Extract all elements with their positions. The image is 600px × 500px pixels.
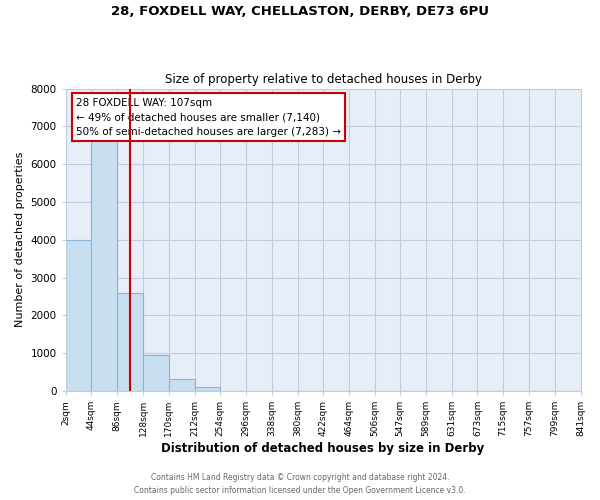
Text: Contains HM Land Registry data © Crown copyright and database right 2024.
Contai: Contains HM Land Registry data © Crown c… <box>134 474 466 495</box>
Bar <box>143 355 169 391</box>
Bar <box>117 292 143 391</box>
Text: 28, FOXDELL WAY, CHELLASTON, DERBY, DE73 6PU: 28, FOXDELL WAY, CHELLASTON, DERBY, DE73… <box>111 5 489 18</box>
Bar <box>66 240 91 391</box>
Bar <box>91 142 117 391</box>
Title: Size of property relative to detached houses in Derby: Size of property relative to detached ho… <box>164 73 482 86</box>
Y-axis label: Number of detached properties: Number of detached properties <box>15 152 25 328</box>
Text: 28 FOXDELL WAY: 107sqm
← 49% of detached houses are smaller (7,140)
50% of semi-: 28 FOXDELL WAY: 107sqm ← 49% of detached… <box>76 98 341 137</box>
X-axis label: Distribution of detached houses by size in Derby: Distribution of detached houses by size … <box>161 442 485 455</box>
Bar <box>169 379 194 391</box>
Bar <box>194 388 220 391</box>
